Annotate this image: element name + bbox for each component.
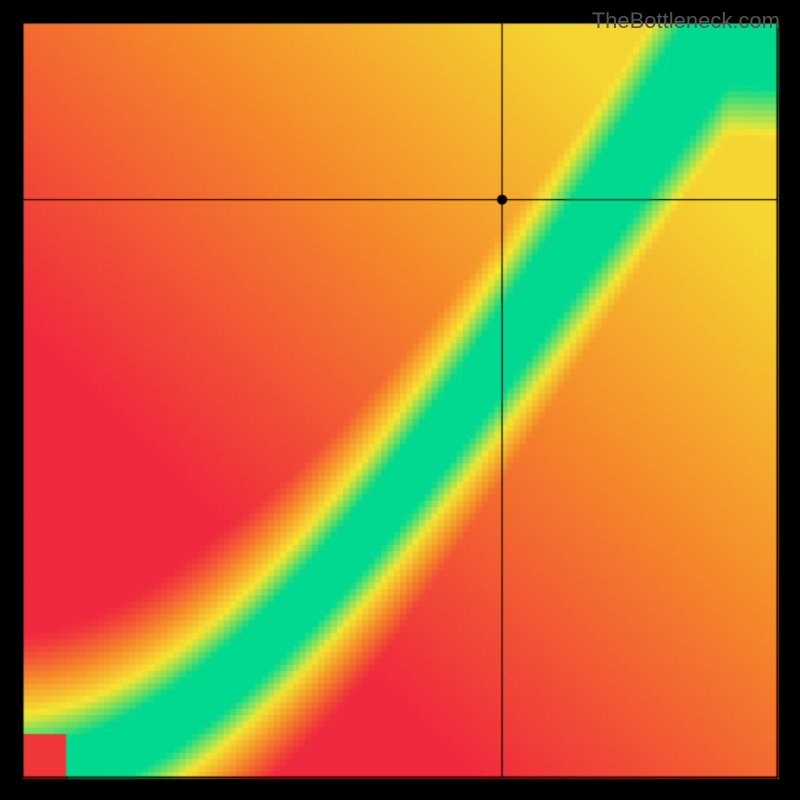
chart-container: TheBottleneck.com	[0, 0, 800, 800]
watermark-text: TheBottleneck.com	[592, 8, 780, 34]
bottleneck-heatmap	[0, 0, 800, 800]
